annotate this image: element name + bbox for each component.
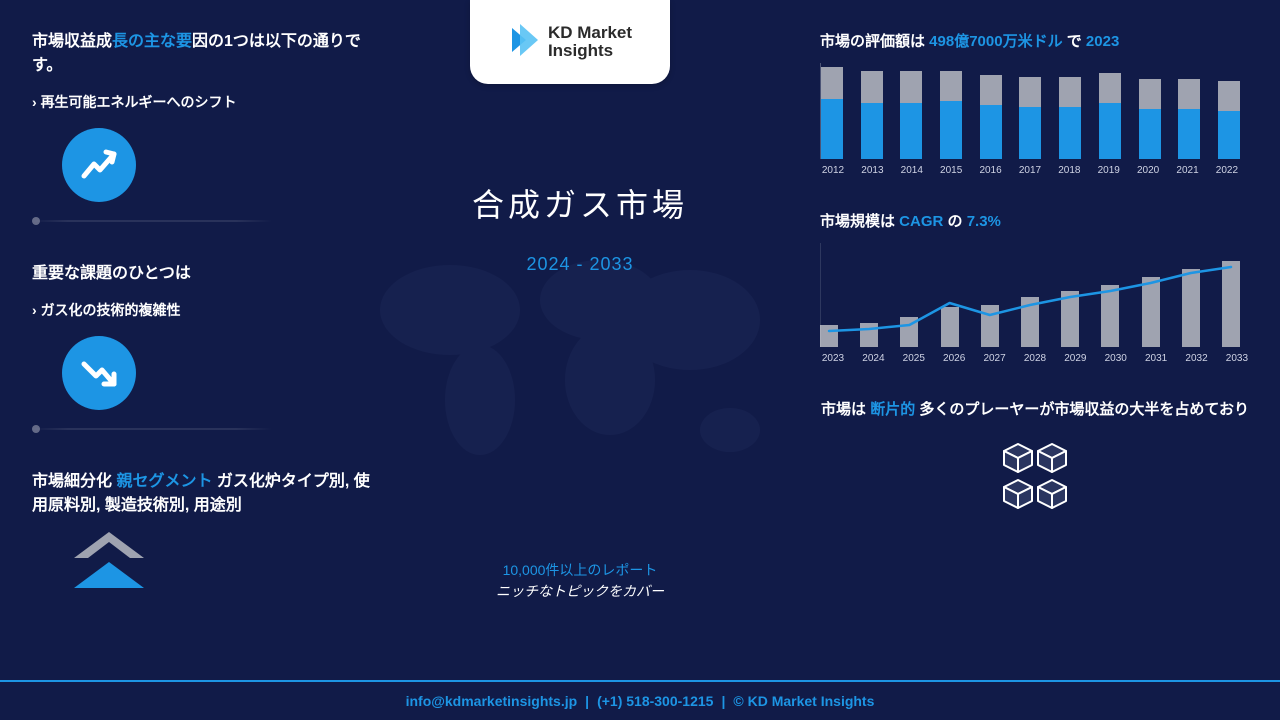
- valuation-block: 市場の評価額は 498億7000万米ドル で 2023 2012 2013 2014…: [820, 30, 1250, 176]
- challenge-bullet: ガス化の技術的複雑性: [32, 300, 372, 320]
- footer-sep: |: [585, 693, 589, 709]
- main-title: 合成ガス市場: [380, 180, 780, 226]
- chart1-bar: [1059, 77, 1081, 159]
- reports-sub: ニッチなトピックをカバー: [496, 583, 664, 599]
- left-column: 市場収益成長の主な要因の1つは以下の通りです。 再生可能エネルギーへのシフト 重…: [32, 30, 372, 645]
- chart2-label: 2026: [941, 353, 967, 364]
- driver-title-pre: 市場収益成: [32, 33, 112, 50]
- cagr-pre: 市場規模は: [820, 213, 899, 230]
- frag-post: 多くのプレーヤーが市場収益の大半を占めており: [915, 401, 1249, 418]
- chart1-label: 2015: [938, 165, 964, 176]
- segmentation-hl: 親セグメント: [116, 473, 212, 490]
- logo-text: KD MarketInsights: [548, 24, 632, 60]
- valuation-amount: 498億7000万米ドル: [929, 33, 1062, 50]
- reports-count: 10,000件以上のレポート: [503, 562, 658, 578]
- chart1-label: 2022: [1214, 165, 1240, 176]
- chart1-bar: [900, 71, 922, 159]
- valuation-chart: 2012 2013 2014 2015 2016 2017 2018 2019 2020 2021…: [820, 63, 1240, 176]
- divider: [32, 428, 272, 430]
- chart1-bar: [1099, 73, 1121, 159]
- driver-bullet: 再生可能エネルギーへのシフト: [32, 92, 372, 112]
- logo-mark-icon: [508, 22, 542, 62]
- fragmentation-title: 市場は 断片的 多くのプレーヤーが市場収益の大半を占めており: [820, 398, 1250, 422]
- fragmentation-block: 市場は 断片的 多くのプレーヤーが市場収益の大半を占めており: [820, 398, 1250, 518]
- cagr-value: 7.3%: [967, 213, 1001, 230]
- segmentation-title: 市場細分化 親セグメント ガス化炉タイプ別, 使用原料別, 製造技術別, 用途別: [32, 470, 372, 518]
- forecast-period: 2024 - 2033: [380, 254, 780, 275]
- valuation-mid: で: [1063, 33, 1086, 50]
- chart1-label: 2019: [1096, 165, 1122, 176]
- cagr-mid: の: [943, 213, 966, 230]
- chart1-bar: [861, 71, 883, 159]
- chart1-label: 2013: [859, 165, 885, 176]
- chart1-bar: [1218, 81, 1240, 159]
- chart1-bar: [821, 67, 843, 159]
- chevrons-up-icon: [72, 532, 372, 605]
- driver-block: 市場収益成長の主な要因の1つは以下の通りです。 再生可能エネルギーへのシフト: [32, 30, 372, 222]
- chart1-label: 2021: [1175, 165, 1201, 176]
- chart1-bar: [980, 75, 1002, 159]
- chart2-label: 2031: [1143, 353, 1169, 364]
- chart2-label: 2025: [901, 353, 927, 364]
- footer-phone: (+1) 518-300-1215: [597, 693, 713, 709]
- chart2-label: 2033: [1224, 353, 1250, 364]
- chart2-label: 2027: [982, 353, 1008, 364]
- divider: [32, 220, 272, 222]
- decline-arrow-icon: [62, 336, 136, 410]
- chart2-label: 2032: [1184, 353, 1210, 364]
- footer-copyright: © KD Market Insights: [733, 693, 874, 709]
- frag-pre: 市場は: [821, 401, 870, 418]
- footer-sep: |: [721, 693, 725, 709]
- cubes-icon: [820, 440, 1250, 518]
- valuation-pre: 市場の評価額は: [820, 33, 929, 50]
- reports-note: 10,000件以上のレポート ニッチなトピックをカバー: [420, 560, 740, 602]
- driver-title-hl: 長の主な要: [112, 33, 192, 50]
- segmentation-block: 市場細分化 親セグメント ガス化炉タイプ別, 使用原料別, 製造技術別, 用途別: [32, 470, 372, 605]
- cagr-block: 市場規模は CAGR の 7.3% 2023 2024 2025 2026 2027 20…: [820, 210, 1250, 364]
- chart1-label: 2017: [1017, 165, 1043, 176]
- chart2-label: 2028: [1022, 353, 1048, 364]
- logo-card: KD MarketInsights: [470, 0, 670, 84]
- chart1-bar: [1019, 77, 1041, 159]
- chart1-label: 2016: [978, 165, 1004, 176]
- valuation-title: 市場の評価額は 498億7000万米ドル で 2023: [820, 30, 1250, 51]
- chart1-bar: [940, 71, 962, 159]
- valuation-year: 2023: [1086, 33, 1119, 50]
- driver-title: 市場収益成長の主な要因の1つは以下の通りです。: [32, 30, 372, 78]
- challenge-block: 重要な課題のひとつは ガス化の技術的複雑性: [32, 262, 372, 430]
- cagr-chart: [820, 243, 1240, 347]
- frag-hl: 断片的: [870, 401, 915, 418]
- chart2-label: 2023: [820, 353, 846, 364]
- right-column: 市場の評価額は 498億7000万米ドル で 2023 2012 2013 2014…: [820, 30, 1250, 552]
- chart2-label: 2030: [1103, 353, 1129, 364]
- segmentation-pre: 市場細分化: [32, 473, 116, 490]
- challenge-title: 重要な課題のひとつは: [32, 262, 372, 286]
- chart1-label: 2018: [1056, 165, 1082, 176]
- chart2-label: 2029: [1062, 353, 1088, 364]
- chart1-label: 2020: [1135, 165, 1161, 176]
- chart1-label: 2012: [820, 165, 846, 176]
- chart2-label: 2024: [860, 353, 886, 364]
- cagr-label: CAGR: [899, 213, 943, 230]
- chart1-label: 2014: [899, 165, 925, 176]
- center-column: 合成ガス市場 2024 - 2033: [380, 180, 780, 275]
- cagr-title: 市場規模は CAGR の 7.3%: [820, 210, 1250, 231]
- chart1-bar: [1139, 79, 1161, 159]
- chart1-bar: [1178, 79, 1200, 159]
- footer-email: info@kdmarketinsights.jp: [406, 693, 578, 709]
- growth-arrow-icon: [62, 128, 136, 202]
- footer: info@kdmarketinsights.jp | (+1) 518-300-…: [0, 680, 1280, 720]
